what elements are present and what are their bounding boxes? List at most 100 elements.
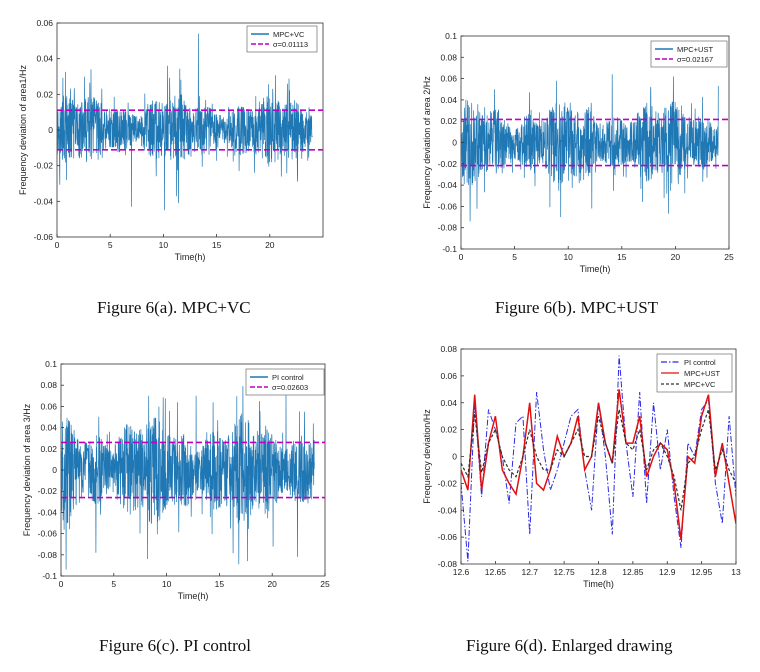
chart-d-xlabel: Time(h) (583, 579, 614, 589)
chart-a-xtick-label: 20 (265, 240, 275, 250)
chart-a-ytick-label: -0.04 (34, 196, 54, 206)
chart-b-xtick-label: 25 (724, 252, 734, 262)
chart-a-legend: MPC+VCσ=0.01113 (246, 25, 318, 53)
chart-b-ytick-label: -0.06 (438, 201, 458, 211)
chart-b-xtick-label: 10 (563, 252, 573, 262)
chart-d-ytick-label: 0.06 (440, 371, 457, 381)
chart-b-legend-label: MPC+UST (677, 45, 713, 54)
chart-b-legend-box (650, 40, 728, 68)
chart-a-xtick-label: 5 (108, 240, 113, 250)
chart-d-xtick-label: 12.6 (453, 567, 470, 577)
chart-a-ytick-label: 0.02 (36, 89, 53, 99)
chart-c-xtick-label: 15 (215, 579, 225, 589)
chart-d-ytick-label: 0 (452, 452, 457, 462)
chart-b-ytick-label: -0.1 (442, 244, 457, 254)
chart-a-ytick-label: 0.06 (36, 18, 53, 28)
chart-c-ylabel: Frequency deviation of area 3/Hz (22, 403, 32, 536)
chart-d-xtick-label: 12.75 (553, 567, 575, 577)
chart-a-xtick-label: 10 (159, 240, 169, 250)
chart-b-ytick-label: 0.02 (440, 116, 457, 126)
chart-a-ytick-label: 0 (48, 125, 53, 135)
chart-c-legend-label: σ=0.02603 (272, 383, 308, 392)
chart-b-xtick-label: 15 (617, 252, 627, 262)
chart-b-ytick-label: 0.1 (445, 31, 457, 41)
chart-c-legend-label: PI control (272, 373, 304, 382)
chart-c-ytick-label: 0.08 (40, 380, 57, 390)
chart-b-ytick-label: -0.08 (438, 223, 458, 233)
chart-a-signal-line (57, 33, 313, 211)
chart-a-ytick-label: -0.02 (34, 161, 54, 171)
chart-d-xtick-label: 12.95 (691, 567, 713, 577)
caption-c: Figure 6(c). PI control (99, 636, 252, 655)
chart-d-ytick-label: -0.02 (438, 478, 458, 488)
chart-a-ylabel: Frequency deviation of area1/Hz (18, 64, 28, 195)
chart-c-xtick-label: 5 (111, 579, 116, 589)
chart-d-ylabel: Frequency deviation/Hz (422, 409, 432, 504)
chart-b-signal-line (461, 74, 719, 222)
chart-a-legend-label: σ=0.01113 (273, 40, 308, 49)
caption-d: Figure 6(d). Enlarged drawing (466, 636, 673, 655)
chart-c-ytick-label: -0.1 (42, 571, 57, 581)
chart-b-ytick-label: -0.04 (438, 180, 458, 190)
chart-d-xtick-label: 12.7 (521, 567, 538, 577)
chart-b-svg: 0 5 10 15 20 25 -0.1 -0.08 -0.06 -0.04 -0.02 0 0.02 0… (422, 31, 734, 274)
chart-c-ytick-label: 0.1 (45, 359, 57, 369)
chart-a-xtick-label: 0 (55, 240, 60, 250)
chart-b-ytick-label: 0.06 (440, 74, 457, 84)
chart-c-legend-box (245, 368, 325, 396)
chart-d-xtick-label: 12.65 (485, 567, 507, 577)
chart-c-ytick-label: -0.04 (38, 507, 58, 517)
chart-b-ytick-label: 0.08 (440, 52, 457, 62)
chart-panel-c: 0 5 10 15 20 25 -0.1 -0.08 -0.06 -0.04 -0.02 0 0.02 0… (0, 340, 380, 620)
chart-c-ytick-label: 0.04 (40, 423, 57, 433)
chart-a-xlabel: Time(h) (175, 252, 206, 262)
chart-d-data-layer (461, 355, 736, 562)
chart-d-legend: PI control MPC+UST MPC+VC (656, 353, 733, 393)
chart-c-ytick-label: -0.06 (38, 529, 58, 539)
chart-d-xtick-label: 12.9 (659, 567, 676, 577)
chart-c-ytick-label: 0.02 (40, 444, 57, 454)
chart-b-xtick-label: 0 (459, 252, 464, 262)
chart-d-ytick-label: 0.02 (440, 425, 457, 435)
chart-d-ytick-label: 0.04 (440, 398, 457, 408)
chart-b-xtick-label: 5 (512, 252, 517, 262)
chart-b-ytick-label: -0.02 (438, 159, 458, 169)
caption-a: Figure 6(a). MPC+VC (97, 298, 251, 317)
chart-d-ytick-label: -0.04 (438, 505, 458, 515)
chart-c-ytick-label: 0 (52, 465, 57, 475)
chart-a-data-layer (57, 33, 313, 211)
chart-d-legend-label: PI control (684, 358, 716, 367)
chart-a-ytick-label: 0.04 (36, 54, 53, 64)
chart-panel-b: 0 5 10 15 20 25 -0.1 -0.08 -0.06 -0.04 -0.02 0 0.02 0… (400, 0, 760, 290)
caption-b: Figure 6(b). MPC+UST (495, 298, 659, 317)
chart-d-series-mpc-vc (461, 409, 736, 511)
chart-b-xtick-label: 20 (671, 252, 681, 262)
chart-a-ytick-label: -0.06 (34, 232, 54, 242)
chart-d-series-mpc-ust (461, 389, 736, 540)
chart-c-xtick-label: 0 (59, 579, 64, 589)
chart-a-legend-label: MPC+VC (273, 30, 305, 39)
chart-c-xlabel: Time(h) (178, 591, 209, 601)
chart-c-xtick-label: 20 (267, 579, 277, 589)
chart-d-ytick-label: -0.08 (438, 559, 458, 569)
chart-c-svg: 0 5 10 15 20 25 -0.1 -0.08 -0.06 -0.04 -0.02 0 0.02 0… (22, 359, 330, 601)
chart-d-ytick-label: -0.06 (438, 532, 458, 542)
chart-d-ytick-label: 0.08 (440, 344, 457, 354)
chart-d-xtick-label: 13 (731, 567, 741, 577)
chart-d-legend-label: MPC+VC (684, 380, 716, 389)
chart-c-ytick-label: 0.06 (40, 401, 57, 411)
chart-c-ytick-label: -0.02 (38, 486, 58, 496)
chart-d-svg: 12.6 12.65 12.7 12.75 12.8 12.85 12.9 12.95 13 -0… (422, 344, 741, 589)
chart-b-legend-label: σ=0.02167 (677, 55, 713, 64)
chart-panel-a: 0 5 10 15 20 -0.06 -0.04 -0.02 0 0.02 0.04 0.06 Time… (0, 0, 380, 290)
chart-c-xtick-label: 10 (162, 579, 172, 589)
chart-d-legend-label: MPC+UST (684, 369, 720, 378)
chart-b-ylabel: Frequency deviation of area 2/Hz (422, 76, 432, 209)
chart-c-ytick-label: -0.08 (38, 550, 58, 560)
chart-b-xlabel: Time(h) (580, 264, 611, 274)
chart-b-ytick-label: 0.04 (440, 95, 457, 105)
chart-panel-d: 12.6 12.65 12.7 12.75 12.8 12.85 12.9 12.95 13 -0… (400, 340, 760, 620)
chart-a-svg: 0 5 10 15 20 -0.06 -0.04 -0.02 0 0.02 0.04 0.06 Time… (18, 18, 324, 262)
